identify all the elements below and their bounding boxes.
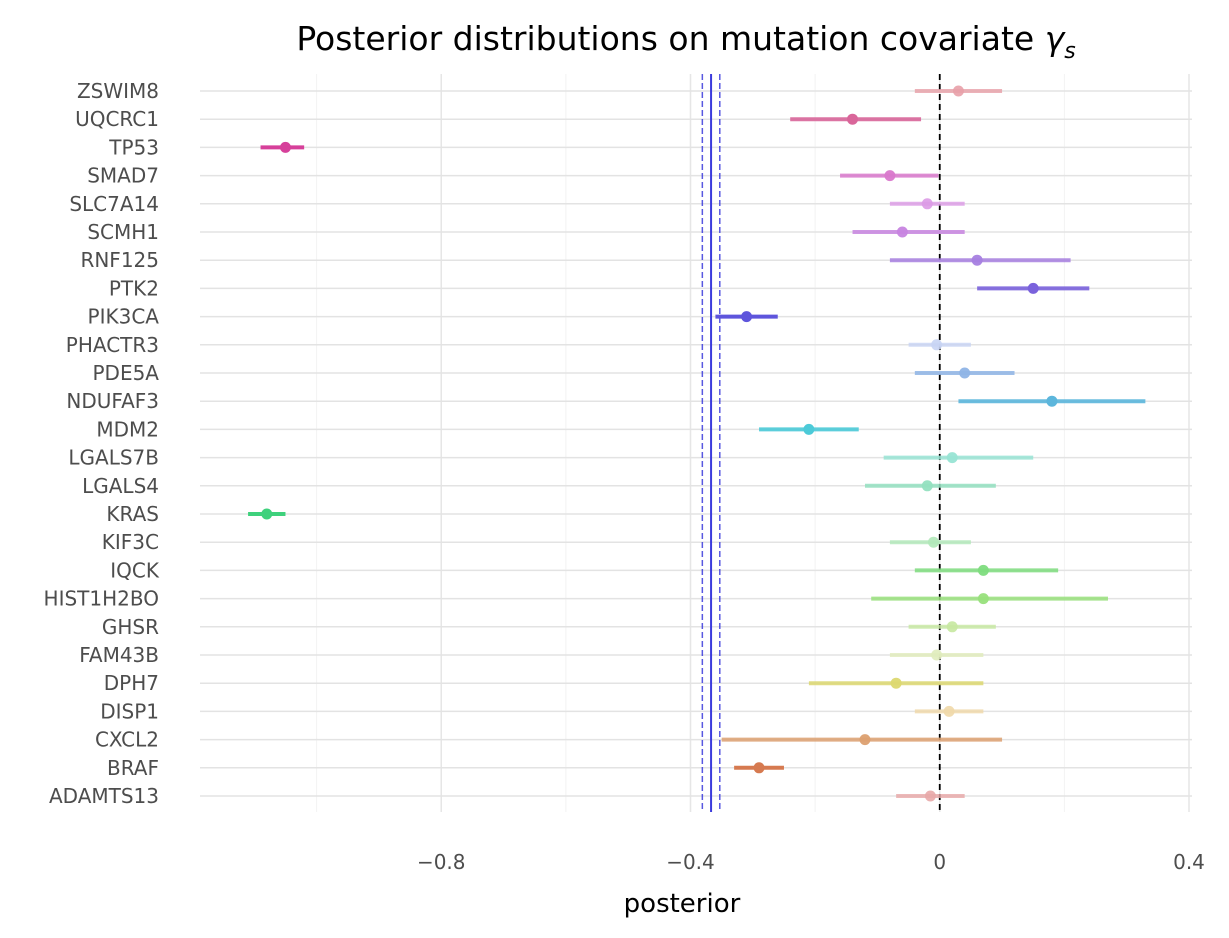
point-uqcrc1 (847, 113, 859, 125)
y-tick-label: ADAMTS13 (49, 784, 159, 808)
y-tick-label: MDM2 (96, 417, 159, 441)
y-tick-label: UQCRC1 (75, 107, 159, 131)
y-axis-labels: ZSWIM8 UQCRC1 TP53 SMAD7 SLC7A14 SCMH1 RNF125 P… (44, 79, 160, 808)
point-rnf125 (971, 254, 983, 266)
y-tick-label: PIK3CA (88, 305, 160, 329)
point-pik3ca (741, 311, 753, 323)
y-tick-label: SMAD7 (87, 164, 159, 188)
point-ptk2 (1027, 282, 1039, 294)
y-tick-label: RNF125 (80, 248, 159, 272)
point-lgals4 (921, 480, 933, 492)
interval-marks (248, 85, 1146, 802)
x-tick-label: 0 (933, 850, 946, 874)
y-tick-label: GHSR (102, 615, 159, 639)
y-tick-label: SCMH1 (87, 220, 159, 244)
point-scmh1 (896, 226, 908, 238)
row-gridlines (200, 90, 1192, 797)
point-ghsr (946, 621, 958, 633)
point-fam43b (931, 649, 943, 661)
point-braf (753, 762, 765, 774)
y-tick-label: LGALS4 (82, 474, 159, 498)
point-dph7 (890, 677, 902, 689)
y-tick-label: PDE5A (92, 361, 159, 385)
y-tick-label: ZSWIM8 (77, 79, 159, 103)
y-tick-label: DPH7 (104, 671, 159, 695)
x-tick-label: −0.8 (417, 850, 466, 874)
point-tp53 (279, 141, 291, 153)
y-tick-label: SLC7A14 (69, 192, 159, 216)
y-tick-label: IQCK (110, 558, 160, 582)
y-tick-label: CXCL2 (95, 728, 159, 752)
point-iqck (977, 564, 989, 576)
point-hist1h2bo (977, 593, 989, 605)
point-disp1 (943, 705, 955, 717)
point-pde5a (959, 367, 971, 379)
y-tick-label: DISP1 (100, 699, 159, 723)
x-tick-label: −0.4 (666, 850, 715, 874)
y-tick-label: NDUFAF3 (66, 389, 159, 413)
y-tick-label: LGALS7B (68, 446, 159, 470)
point-lgals7b (946, 452, 958, 464)
x-tick-label: 0.4 (1173, 850, 1205, 874)
y-tick-label: TP53 (108, 135, 159, 159)
point-adamts13 (924, 790, 936, 802)
x-axis-labels: −0.8 −0.4 0 0.4 (417, 850, 1205, 874)
point-kif3c (928, 536, 940, 548)
point-cxcl2 (859, 734, 871, 746)
y-tick-label: PHACTR3 (66, 333, 159, 357)
y-tick-label: BRAF (107, 756, 159, 780)
y-tick-label: PTK2 (109, 276, 159, 300)
point-zswim8 (952, 85, 964, 97)
minor-gridlines (316, 74, 1065, 812)
y-tick-label: KRAS (106, 502, 159, 526)
point-mdm2 (803, 423, 815, 435)
point-slc7a14 (921, 198, 933, 210)
point-kras (261, 508, 273, 520)
point-ndufaf3 (1046, 395, 1058, 407)
point-phactr3 (931, 339, 943, 351)
reference-lines (701, 74, 941, 812)
chart-title: Posterior distributions on mutation cova… (296, 19, 1075, 64)
y-tick-label: FAM43B (79, 643, 159, 667)
point-smad7 (884, 170, 896, 182)
y-tick-label: KIF3C (102, 530, 159, 554)
y-tick-label: HIST1H2BO (44, 587, 159, 611)
x-axis-title: posterior (624, 889, 741, 919)
